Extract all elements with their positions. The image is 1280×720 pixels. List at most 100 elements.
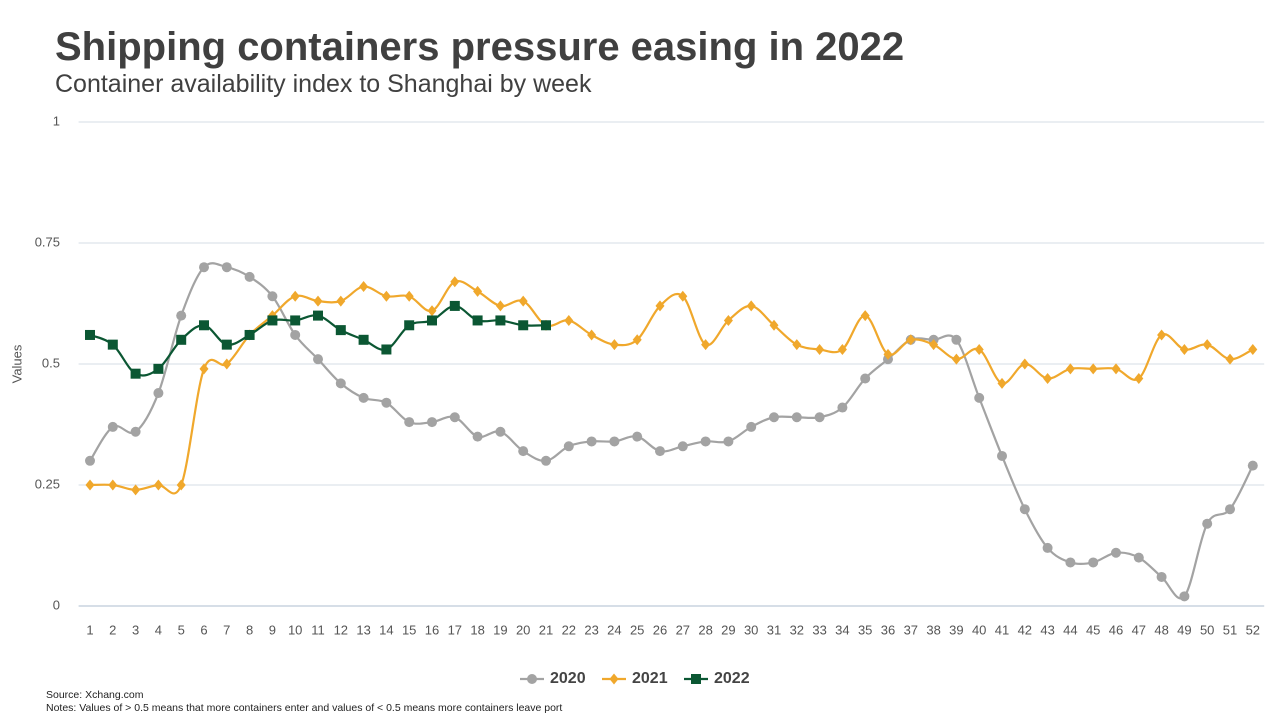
point <box>381 397 392 408</box>
x-tick-label: 25 <box>630 622 644 637</box>
x-tick-label: 42 <box>1018 622 1032 637</box>
point <box>1179 343 1189 355</box>
point <box>1111 363 1121 375</box>
point <box>1133 552 1144 563</box>
point <box>404 417 415 428</box>
x-tick-label: 26 <box>653 622 667 637</box>
point <box>860 310 870 322</box>
x-tick-label: 44 <box>1063 622 1077 637</box>
x-tick-label: 16 <box>425 622 439 637</box>
point <box>85 479 95 491</box>
x-tick-label: 27 <box>676 622 690 637</box>
point <box>1019 504 1030 515</box>
x-tick-label: 48 <box>1154 622 1168 637</box>
point <box>974 392 985 403</box>
point <box>997 450 1007 461</box>
x-tick-label: 2 <box>109 622 116 637</box>
point <box>678 290 688 302</box>
x-tick-label: 3 <box>132 622 139 637</box>
y-tick-label: 0.25 <box>35 476 60 491</box>
x-tick-label: 6 <box>200 622 207 637</box>
x-tick-label: 22 <box>562 622 576 637</box>
point <box>837 343 847 355</box>
x-tick-label: 23 <box>584 622 598 637</box>
legend-marker <box>609 673 619 685</box>
point <box>107 421 118 432</box>
point <box>1202 339 1212 351</box>
x-tick-label: 8 <box>246 622 253 637</box>
x-tick-label: 1 <box>86 622 93 637</box>
point <box>176 310 187 321</box>
point <box>199 262 209 273</box>
point <box>587 329 597 341</box>
x-tick-label: 9 <box>269 622 276 637</box>
legend-marker <box>527 674 537 684</box>
x-tick-label: 30 <box>744 622 758 637</box>
point <box>427 305 437 317</box>
x-tick-label: 33 <box>812 622 826 637</box>
point <box>700 436 711 447</box>
point <box>1043 373 1053 385</box>
x-tick-label: 13 <box>356 622 370 637</box>
point <box>860 373 871 384</box>
point <box>723 314 733 326</box>
y-tick-label: 0.5 <box>42 355 60 370</box>
point <box>381 290 391 302</box>
point <box>791 412 802 423</box>
point <box>1111 547 1121 558</box>
point <box>655 300 665 312</box>
point <box>1248 343 1258 355</box>
point <box>906 334 916 346</box>
point <box>404 320 415 331</box>
point <box>769 412 779 423</box>
point <box>746 421 757 432</box>
point <box>586 436 597 447</box>
point <box>1225 504 1235 515</box>
point <box>1065 557 1076 568</box>
point <box>495 315 506 326</box>
x-tick-label: 28 <box>698 622 712 637</box>
point <box>153 363 164 374</box>
chart-subtitle: Container availability index to Shanghai… <box>55 70 592 98</box>
point <box>449 412 460 423</box>
point <box>313 354 323 365</box>
point <box>221 262 232 273</box>
x-tick-label: 18 <box>470 622 484 637</box>
point <box>472 431 483 442</box>
point <box>1157 329 1167 341</box>
x-tick-label: 21 <box>539 622 553 637</box>
point <box>609 436 620 447</box>
x-tick-label: 51 <box>1223 622 1237 637</box>
point <box>655 446 665 457</box>
x-tick-label: 35 <box>858 622 872 637</box>
x-tick-label: 43 <box>1040 622 1054 637</box>
x-tick-label: 45 <box>1086 622 1100 637</box>
point <box>449 300 460 311</box>
point <box>85 329 95 340</box>
x-tick-label: 29 <box>721 622 735 637</box>
y-tick-label: 1 <box>53 113 60 128</box>
point <box>313 295 323 307</box>
x-tick-label: 36 <box>881 622 895 637</box>
point <box>335 378 346 389</box>
series-line <box>89 262 1254 600</box>
point <box>929 339 939 351</box>
point <box>815 343 825 355</box>
point <box>701 339 711 351</box>
x-tick-label: 11 <box>311 622 325 637</box>
point <box>131 484 141 496</box>
point <box>336 295 346 307</box>
point <box>518 320 529 331</box>
point <box>1179 591 1190 602</box>
point <box>244 329 255 340</box>
point <box>495 300 505 312</box>
point <box>1225 353 1235 365</box>
x-tick-label: 17 <box>448 622 462 637</box>
point <box>769 319 779 331</box>
y-tick-label: 0.75 <box>35 234 60 249</box>
point <box>883 348 893 360</box>
point <box>1088 557 1099 568</box>
legend-label: 2020 <box>550 670 586 687</box>
x-tick-label: 31 <box>767 622 781 637</box>
